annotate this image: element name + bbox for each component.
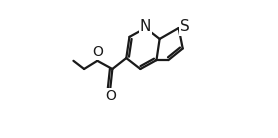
Text: O: O bbox=[92, 45, 103, 59]
Text: N: N bbox=[140, 19, 151, 34]
Text: O: O bbox=[105, 89, 116, 103]
Text: S: S bbox=[180, 19, 190, 34]
